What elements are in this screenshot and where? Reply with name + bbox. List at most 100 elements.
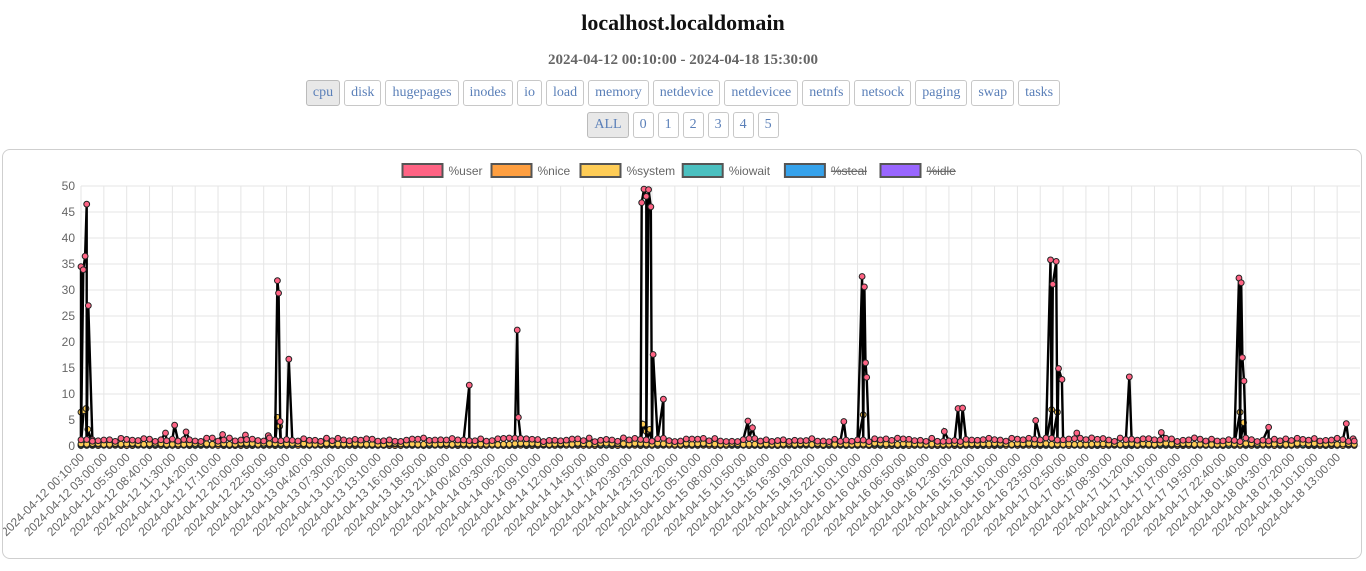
legend-item-system[interactable]: %system	[579, 163, 676, 178]
tab-paging[interactable]: paging	[915, 80, 968, 106]
legend-item-idle[interactable]: %idle	[879, 163, 957, 178]
data-point	[168, 435, 176, 443]
cpu-button-4[interactable]: 4	[732, 112, 754, 138]
cpu-button-1[interactable]: 1	[657, 112, 679, 138]
page-title: localhost.localdomain	[581, 10, 785, 35]
data-point	[1151, 436, 1158, 444]
tab-memory[interactable]: memory	[588, 80, 649, 106]
data-point	[802, 437, 810, 444]
tab-netdevice[interactable]: netdevice	[652, 80, 721, 106]
legend-label: %steal	[831, 164, 867, 178]
legend-swatch	[783, 163, 826, 178]
legend-label: %idle	[927, 164, 957, 178]
tab-load[interactable]: load	[545, 80, 585, 106]
data-point	[762, 436, 770, 444]
cpu-button-all[interactable]: ALL	[587, 112, 629, 138]
data-point	[922, 437, 930, 445]
data-point	[1310, 435, 1318, 442]
legend-item-user[interactable]: %user	[401, 163, 483, 178]
cpu-button-3[interactable]: 3	[707, 112, 729, 138]
data-point	[722, 438, 730, 445]
data-point	[500, 435, 507, 442]
data-point	[642, 436, 650, 444]
data-point	[1133, 436, 1141, 444]
data-point	[275, 289, 282, 297]
data-point	[1059, 436, 1067, 444]
data-point	[734, 438, 742, 445]
tab-disk[interactable]: disk	[344, 80, 382, 106]
data-point	[991, 436, 998, 444]
data-point	[1048, 434, 1056, 442]
data-point	[749, 424, 756, 432]
data-point	[785, 437, 793, 445]
data-point	[288, 436, 296, 444]
data-point	[1055, 365, 1062, 372]
data-point	[94, 437, 102, 445]
tab-netnfs[interactable]: netnfs	[802, 80, 851, 106]
data-point	[574, 435, 582, 443]
tab-cpu[interactable]: cpu	[305, 80, 341, 106]
data-point	[1162, 434, 1170, 442]
data-point	[934, 437, 941, 445]
data-point	[494, 441, 502, 448]
tab-netdevicee[interactable]: netdevicee	[724, 80, 799, 106]
data-point	[1316, 437, 1324, 445]
tab-swap[interactable]: swap	[971, 80, 1015, 106]
data-point	[831, 435, 839, 443]
data-point	[505, 440, 513, 448]
data-point	[397, 438, 405, 445]
data-point	[1139, 435, 1147, 443]
data-point	[277, 437, 285, 445]
cpu-button-2[interactable]: 2	[682, 112, 704, 138]
y-tick-label: 5	[68, 413, 75, 427]
data-point	[631, 434, 639, 442]
legend-swatch	[579, 163, 622, 178]
y-tick-label: 20	[62, 335, 76, 349]
data-point	[814, 437, 821, 445]
data-point	[1042, 434, 1050, 442]
data-point	[962, 435, 970, 443]
data-point	[1282, 440, 1290, 448]
data-point	[1276, 437, 1284, 445]
cpu-button-5[interactable]: 5	[757, 112, 779, 138]
data-point	[305, 436, 313, 444]
data-point	[1328, 436, 1335, 444]
data-point	[928, 434, 936, 442]
data-point	[540, 438, 547, 445]
data-point	[580, 437, 587, 445]
data-point	[79, 266, 87, 274]
legend-item-steal[interactable]: %steal	[783, 163, 867, 178]
data-point	[660, 434, 667, 442]
data-point	[522, 435, 530, 443]
tab-io[interactable]: io	[517, 80, 542, 106]
data-point	[437, 436, 445, 444]
data-point	[385, 436, 393, 444]
data-point	[311, 436, 319, 444]
data-point	[717, 437, 724, 445]
tab-hugepages[interactable]: hugepages	[385, 80, 459, 106]
tab-netsock[interactable]: netsock	[854, 80, 912, 106]
data-point	[513, 326, 521, 334]
data-point	[825, 438, 833, 446]
data-point	[682, 435, 690, 443]
data-point	[1111, 437, 1118, 445]
data-point	[1128, 435, 1136, 443]
data-point	[905, 435, 913, 443]
data-point	[482, 437, 490, 445]
tab-inodes[interactable]: inodes	[462, 80, 514, 106]
legend-item-nice[interactable]: %nice	[490, 163, 571, 178]
tab-tasks[interactable]: tasks	[1018, 80, 1061, 106]
cpu-button-0[interactable]: 0	[632, 112, 654, 138]
data-point	[1237, 279, 1245, 287]
data-point	[294, 437, 302, 445]
data-point	[1116, 441, 1124, 448]
data-point	[711, 435, 719, 442]
data-point	[854, 436, 861, 444]
data-point	[471, 437, 479, 445]
data-point	[562, 436, 570, 444]
data-point	[340, 436, 348, 444]
legend-item-iowait[interactable]: %iowait	[681, 163, 771, 178]
data-point	[791, 436, 799, 444]
data-point	[940, 428, 948, 435]
data-point	[1230, 437, 1238, 444]
